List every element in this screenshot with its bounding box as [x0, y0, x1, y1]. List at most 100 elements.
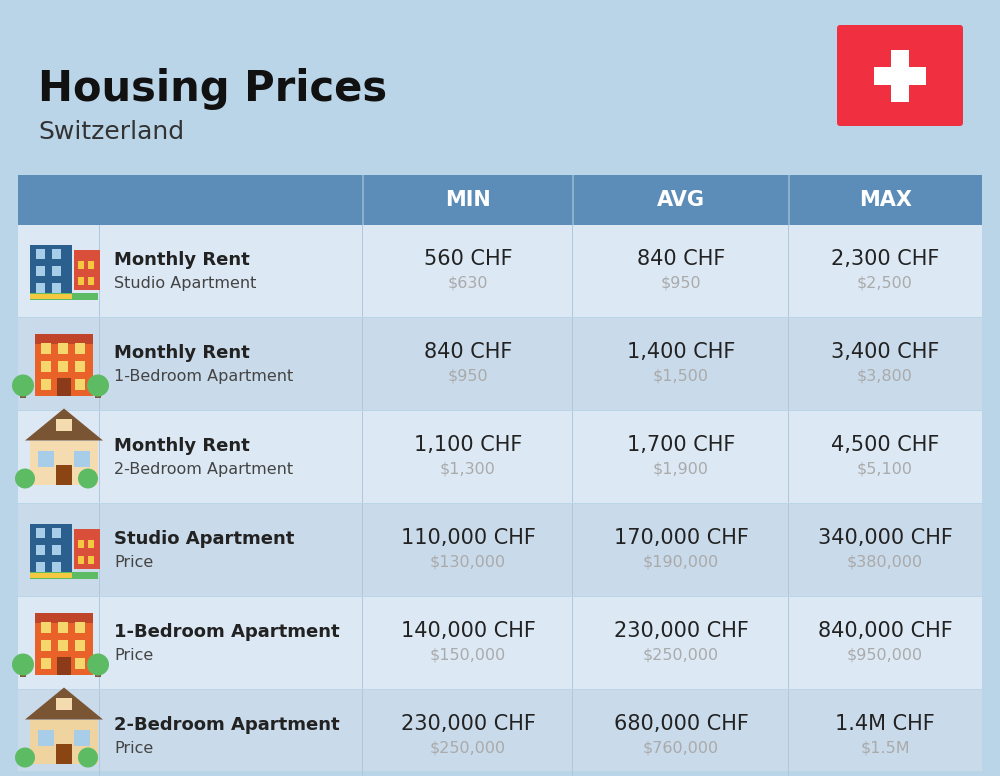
- Text: $3,800: $3,800: [857, 368, 913, 383]
- Bar: [788, 318, 789, 410]
- Text: Monthly Rent: Monthly Rent: [114, 251, 250, 269]
- Text: $950: $950: [448, 368, 488, 383]
- Text: 230,000 CHF: 230,000 CHF: [401, 715, 535, 734]
- Text: 1,100 CHF: 1,100 CHF: [414, 435, 522, 456]
- Bar: [20, 663, 26, 677]
- Polygon shape: [25, 408, 103, 441]
- Bar: [38, 451, 54, 466]
- Bar: [35, 612, 93, 674]
- Text: Price: Price: [114, 741, 153, 756]
- Text: $1,500: $1,500: [653, 368, 709, 383]
- Text: Studio Apartment: Studio Apartment: [114, 530, 294, 549]
- Bar: [30, 719, 98, 764]
- Bar: [52, 265, 61, 275]
- Text: Switzerland: Switzerland: [38, 120, 184, 144]
- Text: 340,000 CHF: 340,000 CHF: [818, 528, 952, 549]
- Text: Housing Prices: Housing Prices: [38, 68, 387, 110]
- Bar: [362, 597, 363, 689]
- Text: $1,300: $1,300: [440, 461, 496, 476]
- Text: $950: $950: [661, 275, 701, 290]
- Text: $630: $630: [448, 275, 488, 290]
- Bar: [88, 556, 94, 563]
- Bar: [74, 729, 90, 746]
- Text: $2,500: $2,500: [857, 275, 913, 290]
- Bar: [74, 451, 90, 466]
- Text: 840 CHF: 840 CHF: [637, 249, 725, 269]
- Text: $150,000: $150,000: [430, 647, 506, 662]
- Bar: [572, 597, 573, 689]
- Bar: [35, 334, 93, 396]
- Bar: [95, 383, 101, 397]
- Bar: [88, 261, 94, 268]
- Text: 1-Bedroom Apartment: 1-Bedroom Apartment: [114, 623, 340, 641]
- Text: 2,300 CHF: 2,300 CHF: [831, 249, 939, 269]
- Bar: [788, 175, 790, 225]
- Bar: [572, 225, 573, 317]
- Bar: [41, 622, 51, 632]
- Bar: [30, 524, 72, 577]
- Text: 560 CHF: 560 CHF: [424, 249, 512, 269]
- Bar: [78, 276, 84, 285]
- Text: $1.5M: $1.5M: [860, 740, 910, 755]
- Text: 840,000 CHF: 840,000 CHF: [818, 622, 952, 642]
- Bar: [52, 528, 61, 538]
- Circle shape: [78, 469, 98, 489]
- Text: 1-Bedroom Apartment: 1-Bedroom Apartment: [114, 369, 293, 384]
- Polygon shape: [55, 411, 73, 418]
- Text: 230,000 CHF: 230,000 CHF: [614, 622, 748, 642]
- Text: 4,500 CHF: 4,500 CHF: [831, 435, 939, 456]
- Polygon shape: [25, 688, 103, 719]
- Text: AVG: AVG: [657, 190, 705, 210]
- Bar: [52, 282, 61, 293]
- Bar: [788, 411, 789, 503]
- Bar: [58, 342, 68, 354]
- Circle shape: [15, 469, 35, 489]
- Text: $1,900: $1,900: [653, 461, 709, 476]
- Bar: [36, 265, 45, 275]
- Text: $380,000: $380,000: [847, 554, 923, 569]
- Bar: [789, 175, 982, 225]
- Bar: [78, 539, 84, 548]
- Bar: [41, 379, 51, 390]
- Circle shape: [12, 375, 34, 397]
- Bar: [572, 318, 573, 410]
- Bar: [20, 383, 26, 397]
- Bar: [75, 361, 85, 372]
- Text: 2-Bedroom Apartment: 2-Bedroom Apartment: [114, 462, 293, 477]
- Bar: [52, 248, 61, 258]
- Text: Monthly Rent: Monthly Rent: [114, 345, 250, 362]
- Text: 110,000 CHF: 110,000 CHF: [401, 528, 535, 549]
- Text: 1,400 CHF: 1,400 CHF: [627, 342, 735, 362]
- Bar: [572, 504, 573, 596]
- Bar: [78, 261, 84, 268]
- Bar: [75, 622, 85, 632]
- Bar: [58, 361, 68, 372]
- Bar: [788, 597, 789, 689]
- Bar: [362, 175, 364, 225]
- Bar: [99, 504, 100, 596]
- Bar: [788, 504, 789, 596]
- Text: 840 CHF: 840 CHF: [424, 342, 512, 362]
- Text: $130,000: $130,000: [430, 554, 506, 569]
- Bar: [57, 377, 71, 396]
- Bar: [18, 225, 982, 317]
- Bar: [572, 175, 574, 225]
- Bar: [75, 639, 85, 650]
- Bar: [58, 657, 68, 668]
- Bar: [35, 612, 93, 622]
- Text: $950,000: $950,000: [847, 647, 923, 662]
- Bar: [88, 539, 94, 548]
- Bar: [41, 639, 51, 650]
- Bar: [41, 657, 51, 668]
- Bar: [75, 342, 85, 354]
- Bar: [74, 528, 100, 569]
- FancyBboxPatch shape: [837, 25, 963, 126]
- Bar: [362, 411, 363, 503]
- Bar: [58, 379, 68, 390]
- Text: Price: Price: [114, 555, 153, 570]
- Bar: [78, 556, 84, 563]
- Bar: [363, 175, 572, 225]
- Bar: [56, 465, 72, 484]
- Polygon shape: [55, 690, 73, 698]
- Bar: [30, 573, 72, 577]
